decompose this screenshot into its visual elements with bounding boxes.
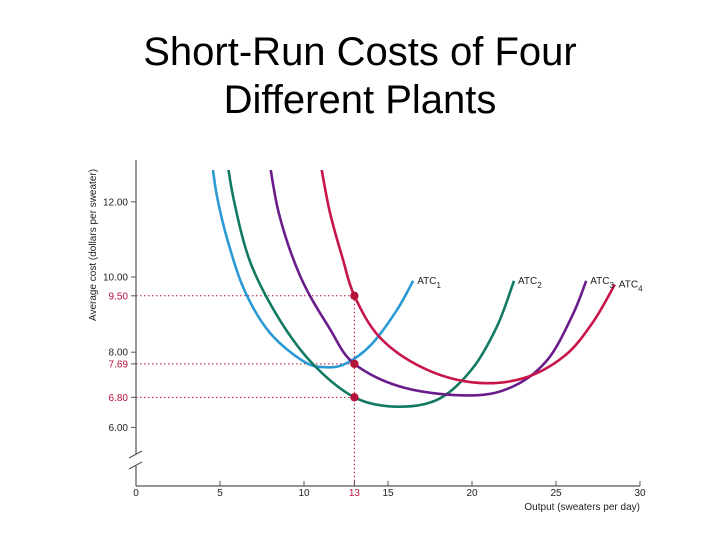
y-tick-label: 12.00	[103, 197, 128, 208]
y-axis-break-mark-2	[128, 461, 143, 470]
x-tick-label: 30	[634, 488, 646, 499]
highlight-point-2	[350, 359, 359, 369]
curve-atc2	[227, 170, 516, 409]
series-label-atc1: ATC1	[417, 276, 441, 290]
series-labels-layer: ATC1 ATC2 ATC3 ATC4	[417, 276, 643, 294]
series-label-atc4: ATC4	[619, 280, 643, 294]
y-tick-label: 6.00	[109, 423, 129, 434]
series-label-atc2: ATC2	[518, 276, 542, 290]
ticks-layer: 6.00 6.80 7.698.00 9.50 10.00 12.00 0 5 10 13 15 20…	[103, 197, 646, 499]
y-axis-break-mark-1	[128, 450, 143, 459]
x-tick-label: 13	[349, 488, 361, 499]
highlight-point-3	[350, 393, 359, 402]
guide-lines-layer	[136, 295, 355, 486]
x-tick-label: 0	[133, 488, 139, 499]
slide-title: Short-Run Costs of Four Different Plants	[0, 28, 720, 124]
y-tick-label: 8.00	[109, 348, 129, 359]
series-layer	[211, 170, 616, 409]
x-tick-label: 25	[550, 488, 562, 499]
curve-atc3	[269, 170, 588, 397]
x-tick-label: 10	[298, 488, 310, 499]
x-tick-label: 5	[217, 488, 223, 499]
axes-layer	[128, 160, 640, 487]
title-line-1: Short-Run Costs of Four	[143, 30, 577, 74]
x-tick-label: 15	[382, 488, 394, 499]
y-tick-label: 7.69	[109, 359, 129, 370]
y-tick-label: 6.80	[109, 393, 129, 404]
highlight-point-1	[350, 291, 359, 300]
series-label-atc3: ATC3	[590, 276, 614, 290]
x-tick-label: 20	[466, 488, 478, 499]
y-tick-label: 9.50	[109, 291, 129, 302]
y-tick-label: 10.00	[103, 273, 128, 284]
curve-atc4	[320, 170, 616, 385]
x-axis-title: Output (sweaters per day)	[524, 502, 640, 513]
y-axis-title: Average cost (dollars per sweater)	[88, 169, 99, 321]
curve-atc1	[211, 170, 415, 369]
title-line-2: Different Plants	[223, 78, 497, 122]
highlight-points-layer	[350, 291, 359, 402]
